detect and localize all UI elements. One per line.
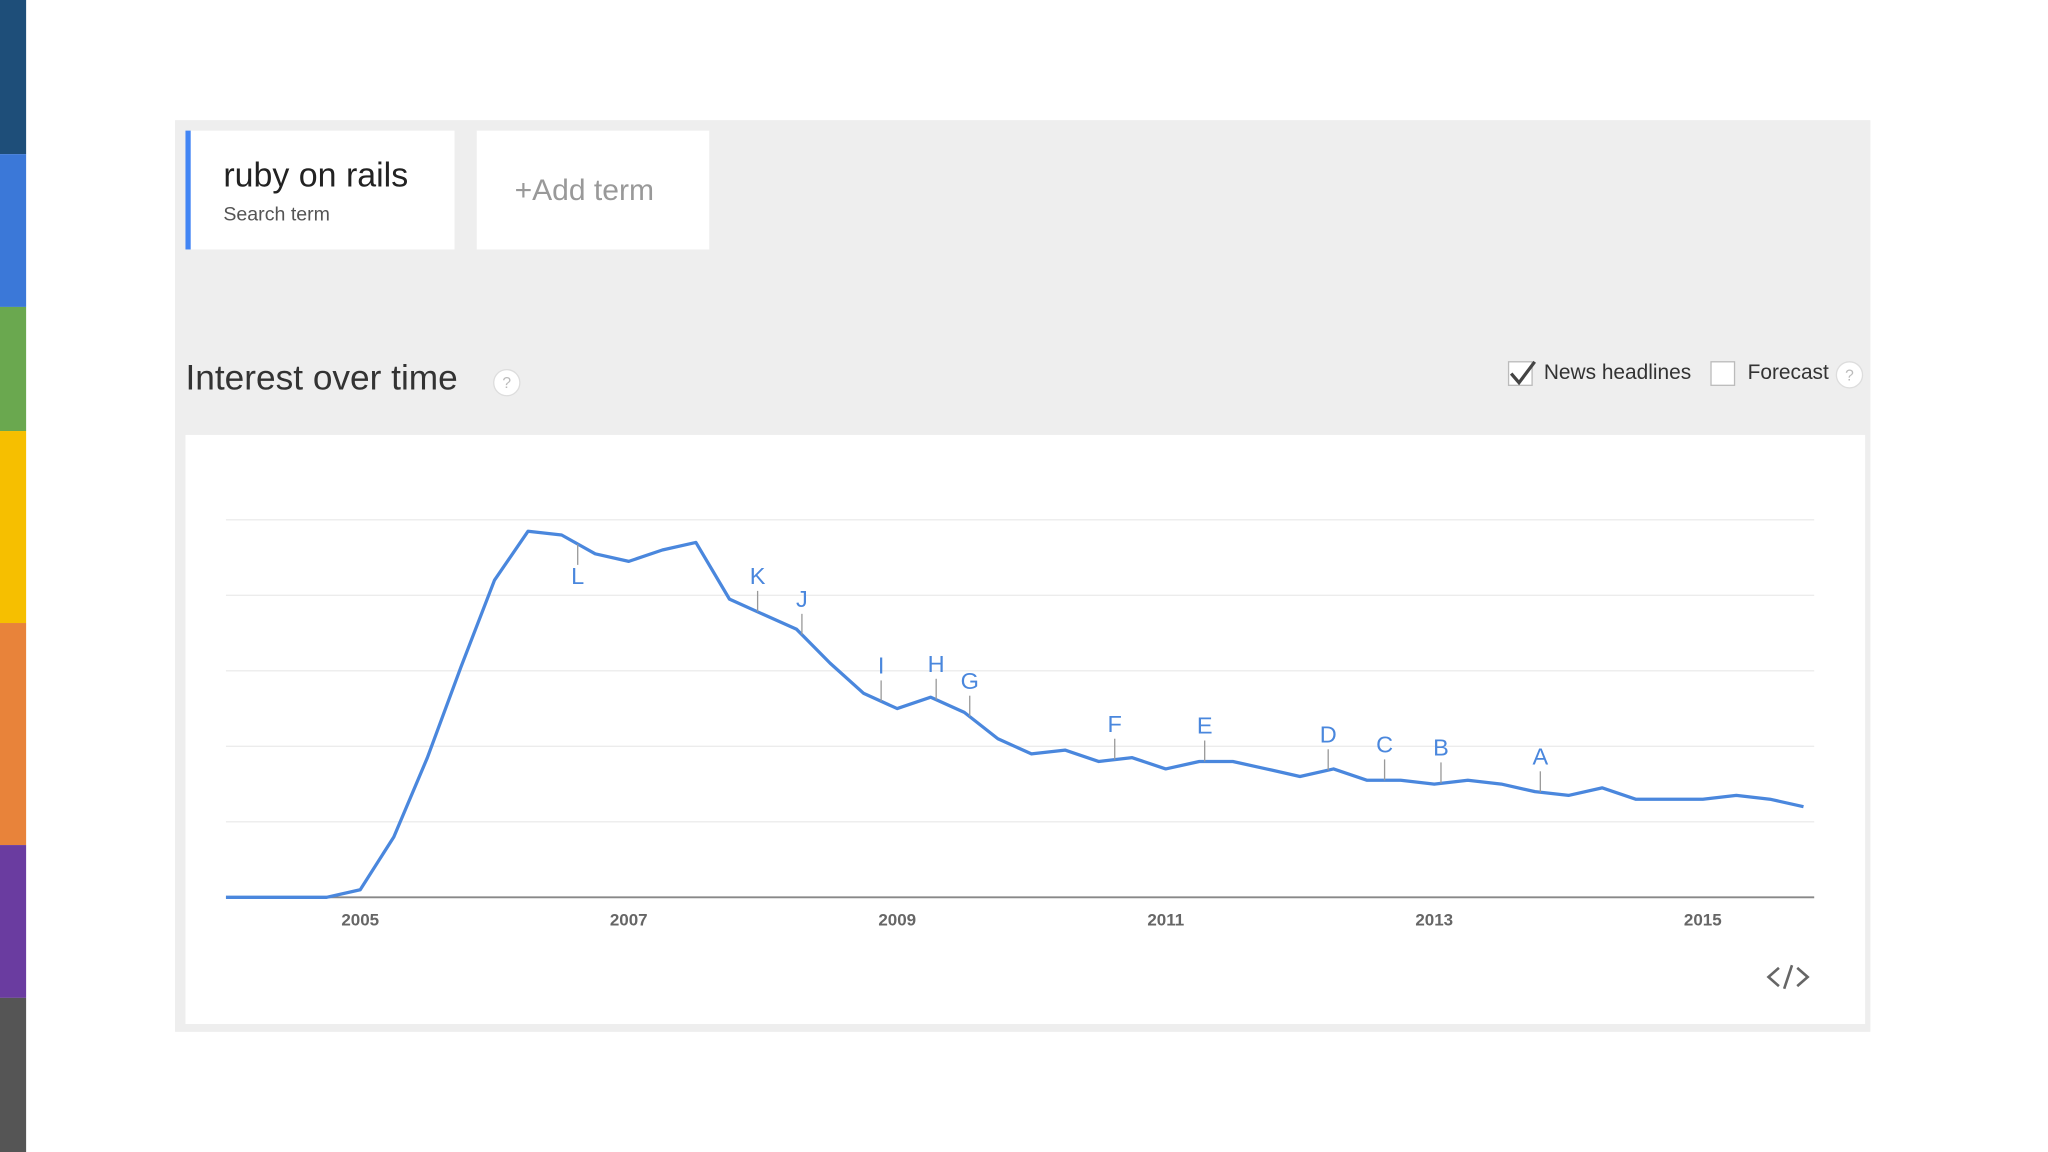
x-tick-label: 2007 (610, 910, 648, 929)
term-card[interactable] (185, 130, 455, 250)
x-tick-label: 2013 (1415, 910, 1453, 929)
stripe (0, 154, 27, 307)
section-title: Interest over time (185, 358, 457, 397)
annotation-label: J (796, 586, 808, 612)
help-icon[interactable] (1835, 361, 1864, 389)
news-label: News headlines (1544, 361, 1691, 384)
term-caption: Search term (223, 204, 330, 226)
stripe (0, 997, 27, 1152)
help-text: ? (1845, 367, 1854, 384)
help-icon[interactable] (493, 368, 521, 397)
annotation-label: K (750, 563, 766, 589)
x-tick-label: 2009 (878, 910, 916, 929)
annotation-label: G (961, 668, 979, 694)
add-term-card[interactable] (476, 130, 710, 250)
help-text: ? (502, 375, 511, 392)
annotation-label: H (928, 651, 945, 677)
plot: 2005 2007 2009 2011 2013 2015 L K J I HG F E D C B A (225, 519, 1815, 929)
trend-line (225, 529, 1804, 899)
x-tick-label: 2015 (1684, 910, 1722, 929)
annotation-label: A (1532, 743, 1548, 769)
check (1509, 360, 1536, 386)
chart-panel (185, 434, 1866, 1024)
x-tick-label: 2005 (341, 910, 379, 929)
stripe (0, 0, 27, 155)
term: ruby on rails (223, 157, 408, 195)
annotation-label: L (571, 563, 584, 589)
stripe (0, 845, 27, 998)
stripe (0, 623, 27, 846)
add-term: +Add term (515, 174, 654, 207)
embed-icon[interactable] (1766, 964, 1810, 990)
checkbox[interactable] (1710, 361, 1736, 386)
stripe (0, 431, 27, 624)
stripe (0, 306, 27, 432)
term-accent (185, 130, 191, 250)
annotation-label: F (1108, 711, 1122, 737)
x-tick-label: 2011 (1147, 910, 1184, 929)
annotation-label: B (1433, 735, 1449, 761)
forecast-label: Forecast (1748, 361, 1829, 384)
annotation-label: E (1197, 713, 1213, 739)
annotation-label: D (1320, 721, 1337, 747)
annotation-label: I (878, 653, 885, 679)
annotation-label: C (1376, 732, 1393, 758)
